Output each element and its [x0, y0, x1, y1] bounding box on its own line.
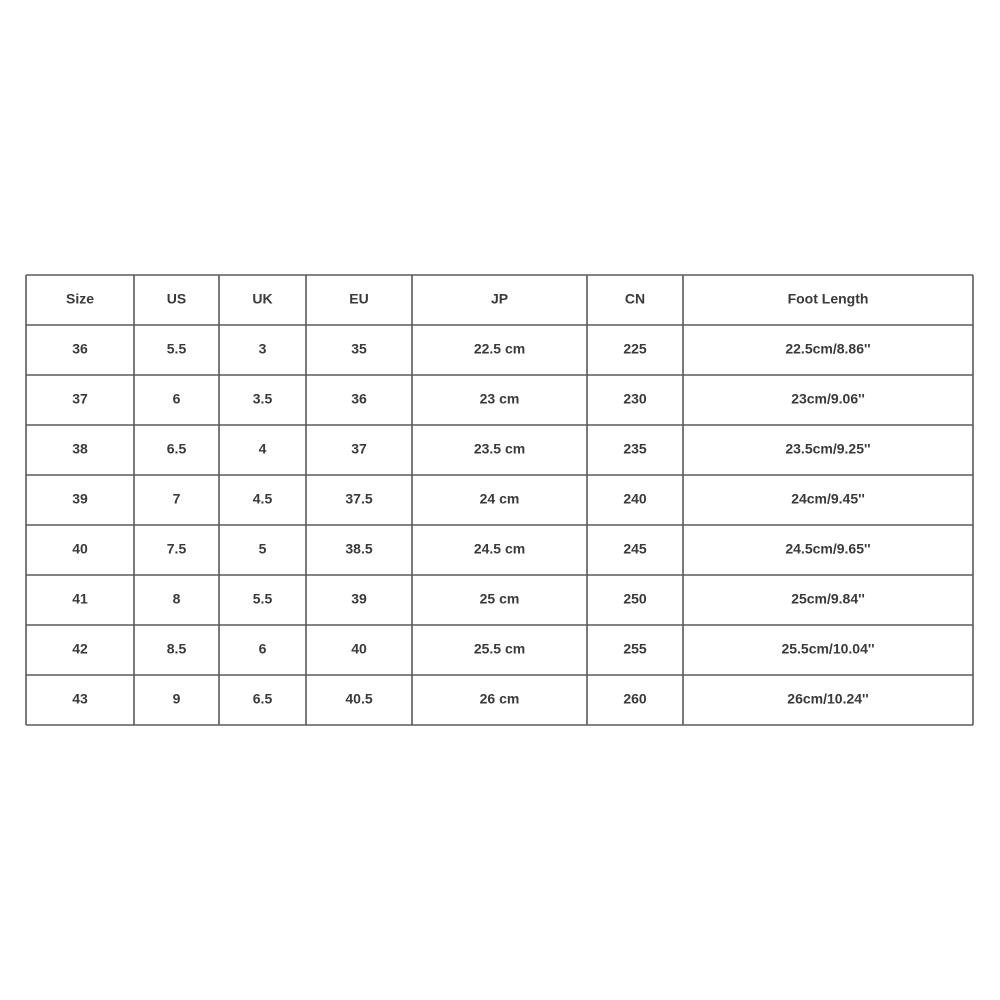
table-cell: 42	[72, 641, 88, 657]
table-cell: 40.5	[345, 691, 372, 707]
table-cell: 23.5 cm	[474, 441, 525, 457]
table-cell: 6	[173, 391, 181, 407]
table-cell: 6.5	[167, 441, 187, 457]
table-cell: 43	[72, 691, 88, 707]
table-cell: 6.5	[253, 691, 273, 707]
table-cell: 37	[72, 391, 88, 407]
table-cell: 5.5	[167, 341, 187, 357]
table-cell: 4.5	[253, 491, 273, 507]
header-cell: Foot Length	[788, 291, 869, 307]
header-cell: US	[167, 291, 186, 307]
header-cell: UK	[252, 291, 272, 307]
header-cell: Size	[66, 291, 94, 307]
table-cell: 25 cm	[480, 591, 520, 607]
table-cell: 245	[623, 541, 647, 557]
table-cell: 40	[72, 541, 88, 557]
table-cell: 25.5 cm	[474, 641, 525, 657]
table-cell: 37	[351, 441, 367, 457]
header-cell: CN	[625, 291, 645, 307]
table-cell: 37.5	[345, 491, 372, 507]
table-cell: 39	[351, 591, 367, 607]
table-cell: 8.5	[167, 641, 187, 657]
table-cell: 23.5cm/9.25''	[785, 441, 870, 457]
table-cell: 23cm/9.06''	[791, 391, 865, 407]
table-cell: 38	[72, 441, 88, 457]
table-cell: 255	[623, 641, 647, 657]
table-cell: 250	[623, 591, 647, 607]
table-cell: 7	[173, 491, 181, 507]
table-cell: 24cm/9.45''	[791, 491, 865, 507]
table-cell: 3.5	[253, 391, 273, 407]
header-cell: JP	[491, 291, 508, 307]
table-cell: 9	[173, 691, 181, 707]
table-cell: 25cm/9.84''	[791, 591, 865, 607]
table-cell: 24.5 cm	[474, 541, 525, 557]
table-cell: 24.5cm/9.65''	[785, 541, 870, 557]
table-cell: 260	[623, 691, 647, 707]
table-cell: 24 cm	[480, 491, 520, 507]
table-cell: 26 cm	[480, 691, 520, 707]
table-cell: 25.5cm/10.04''	[781, 641, 874, 657]
table-cell: 5	[259, 541, 267, 557]
header-cell: EU	[349, 291, 368, 307]
table-cell: 7.5	[167, 541, 187, 557]
table-cell: 23 cm	[480, 391, 520, 407]
table-cell: 235	[623, 441, 647, 457]
table-cell: 39	[72, 491, 88, 507]
table-cell: 22.5cm/8.86''	[785, 341, 870, 357]
table-cell: 3	[259, 341, 267, 357]
table-cell: 22.5 cm	[474, 341, 525, 357]
table-cell: 225	[623, 341, 647, 357]
table-cell: 240	[623, 491, 647, 507]
table-cell: 36	[72, 341, 88, 357]
table-cell: 8	[173, 591, 181, 607]
table-cell: 26cm/10.24''	[787, 691, 868, 707]
table-cell: 230	[623, 391, 647, 407]
table-cell: 40	[351, 641, 367, 657]
table-cell: 35	[351, 341, 367, 357]
table-cell: 41	[72, 591, 88, 607]
table-cell: 4	[259, 441, 267, 457]
table-cell: 6	[259, 641, 267, 657]
table-cell: 5.5	[253, 591, 273, 607]
table-cell: 36	[351, 391, 367, 407]
table-cell: 38.5	[345, 541, 372, 557]
